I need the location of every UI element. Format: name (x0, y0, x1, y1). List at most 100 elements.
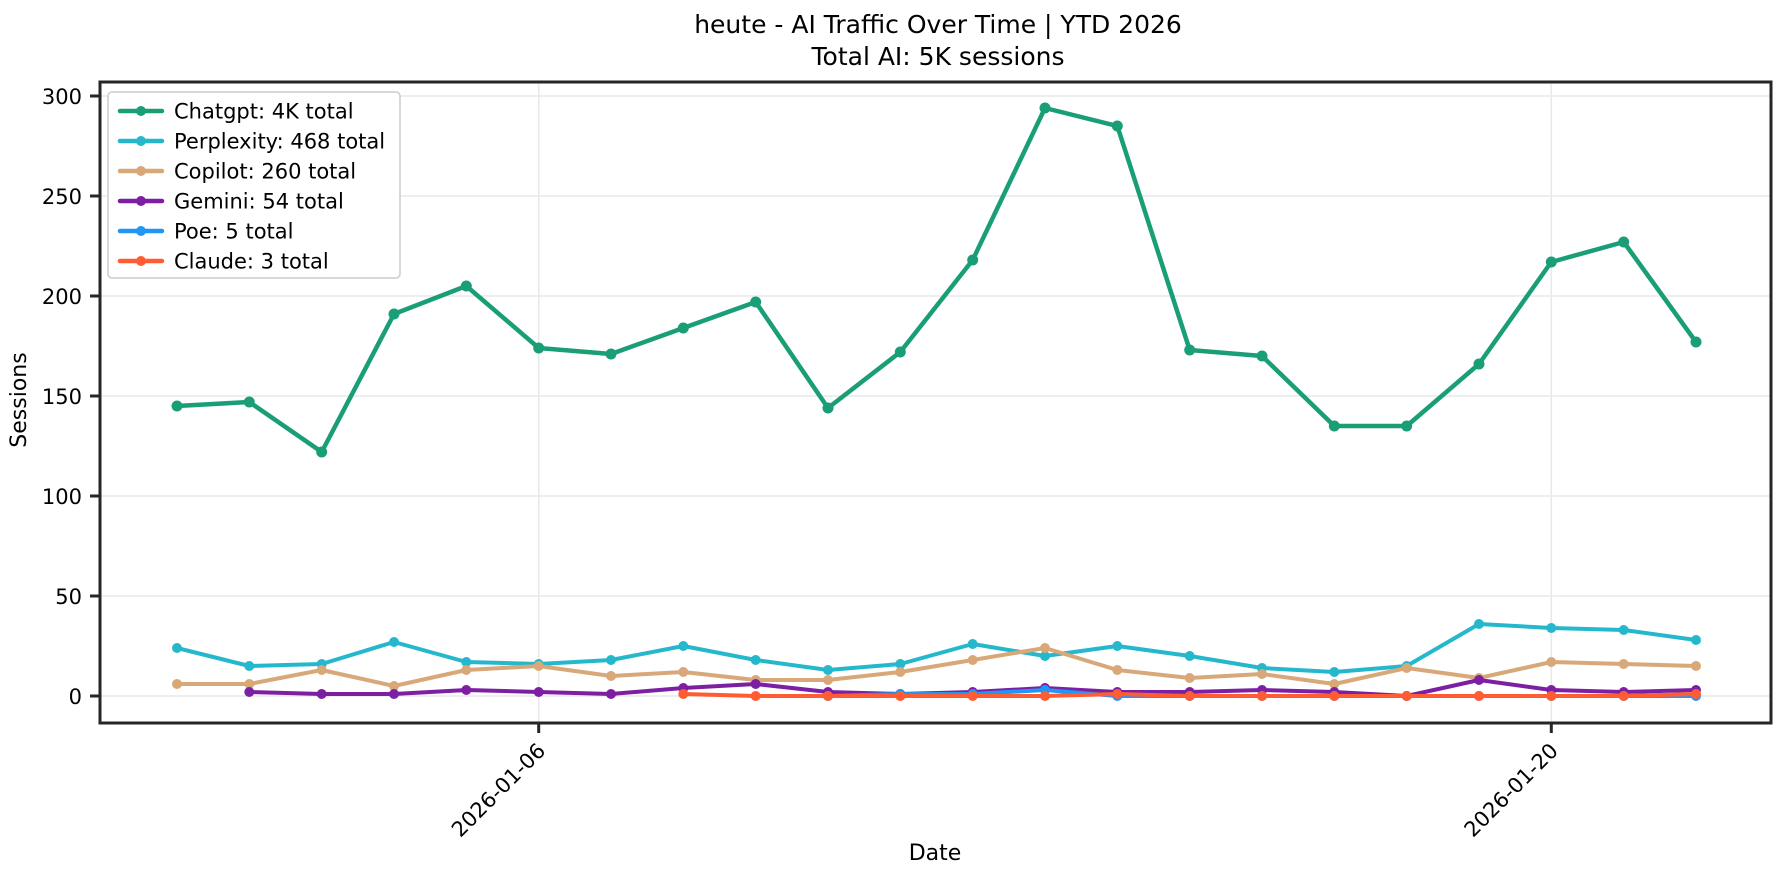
data-point-claude (1474, 691, 1484, 701)
data-point-perplexity (1546, 623, 1557, 633)
data-point-perplexity (823, 665, 833, 675)
y-tick-label: 300 (42, 85, 82, 109)
data-point-claude (967, 691, 978, 701)
data-point-chatgpt (967, 254, 979, 266)
series-copilot (172, 643, 1701, 691)
data-point-claude (1546, 691, 1557, 701)
data-point-claude (1257, 691, 1267, 701)
legend-marker (136, 166, 146, 176)
series-perplexity (172, 619, 1701, 677)
data-point-chatgpt (894, 346, 906, 358)
data-point-chatgpt (1545, 256, 1557, 268)
y-tick-label: 150 (42, 385, 82, 409)
data-point-perplexity (895, 659, 906, 669)
data-point-chatgpt (1039, 102, 1051, 114)
data-point-perplexity (1691, 635, 1701, 645)
legend-marker (136, 256, 146, 266)
data-point-gemini (606, 689, 616, 699)
data-point-copilot (316, 665, 327, 675)
y-tick-label: 0 (69, 685, 82, 709)
data-point-claude (1691, 689, 1701, 699)
y-axis-label: Sessions (7, 352, 32, 447)
series-line-perplexity (175, 622, 1698, 674)
data-point-copilot (461, 665, 472, 675)
data-point-perplexity (606, 655, 616, 665)
data-point-chatgpt (388, 308, 400, 320)
legend-item-poe: Poe: 5 total (117, 220, 294, 244)
data-point-chatgpt (243, 396, 255, 408)
data-point-chatgpt (533, 342, 545, 354)
y-tick-label: 200 (42, 285, 82, 309)
data-point-chatgpt (1328, 420, 1340, 432)
data-point-perplexity (1329, 667, 1340, 677)
data-point-perplexity (244, 661, 255, 671)
data-point-copilot (389, 681, 399, 691)
legend-marker (136, 136, 146, 146)
data-point-claude (1618, 691, 1629, 701)
data-point-gemini (461, 685, 472, 695)
data-point-chatgpt (460, 280, 472, 292)
data-point-perplexity (389, 637, 399, 647)
data-point-copilot (1401, 663, 1412, 673)
data-point-claude (895, 691, 906, 701)
chart-title: heute - AI Traffic Over Time | YTD 2026 (694, 10, 1182, 39)
data-point-perplexity (1112, 641, 1123, 651)
data-point-gemini (1474, 675, 1484, 685)
data-point-perplexity (678, 641, 689, 651)
data-point-chatgpt (1473, 358, 1485, 370)
legend-label: Chatgpt: 4K total (174, 100, 354, 124)
data-point-chatgpt (1256, 350, 1268, 362)
y-tick-label: 50 (55, 585, 82, 609)
legend: Chatgpt: 4K total Perplexity: 468 total Co… (107, 91, 401, 279)
data-point-copilot (1618, 659, 1629, 669)
legend-box (107, 91, 401, 279)
data-point-claude (678, 689, 689, 699)
data-point-copilot (967, 655, 978, 665)
legend-label: Gemini: 54 total (174, 190, 344, 214)
data-point-claude (823, 691, 833, 701)
series-line-chatgpt (174, 105, 1699, 455)
data-point-chatgpt (605, 348, 617, 360)
data-point-chatgpt (1401, 420, 1413, 432)
data-point-claude (1329, 691, 1340, 701)
data-point-claude (1184, 691, 1195, 701)
series-chatgpt (171, 102, 1702, 458)
data-point-perplexity (750, 655, 761, 665)
data-point-chatgpt (1690, 336, 1702, 348)
y-tick-label: 100 (42, 485, 82, 509)
data-point-copilot (1112, 665, 1123, 675)
data-point-chatgpt (171, 400, 183, 412)
data-point-copilot (1691, 661, 1701, 671)
data-point-copilot (606, 671, 616, 681)
data-point-perplexity (1040, 651, 1050, 661)
series-claude (678, 689, 1701, 701)
legend-marker (136, 106, 146, 116)
legend-label: Perplexity: 468 total (174, 130, 385, 154)
legend-label: Claude: 3 total (174, 250, 329, 274)
data-point-gemini (316, 689, 327, 699)
chart-subtitle: Total AI: 5K sessions (811, 42, 1065, 71)
legend-item-gemini: Gemini: 54 total (117, 190, 344, 214)
data-point-chatgpt (822, 402, 834, 414)
x-tick-label: 2026-01-20 (1460, 739, 1563, 842)
data-point-perplexity (461, 657, 472, 667)
data-point-copilot (1329, 679, 1340, 689)
data-point-copilot (1040, 643, 1050, 653)
data-point-chatgpt (1111, 120, 1123, 132)
data-point-chatgpt (1184, 344, 1196, 356)
data-point-chatgpt (750, 296, 762, 308)
data-point-copilot (678, 667, 689, 677)
data-point-perplexity (967, 639, 978, 649)
legend-marker (136, 226, 146, 236)
data-point-claude (750, 691, 761, 701)
data-point-gemini (533, 687, 544, 697)
data-point-gemini (244, 687, 255, 697)
x-axis-label: Date (909, 841, 962, 866)
series-line-copilot (175, 646, 1698, 688)
data-point-copilot (1257, 669, 1267, 679)
data-point-perplexity (1618, 625, 1629, 635)
legend-marker (136, 196, 146, 206)
data-point-perplexity (1184, 651, 1195, 661)
legend-item-perplexity: Perplexity: 468 total (117, 130, 385, 154)
